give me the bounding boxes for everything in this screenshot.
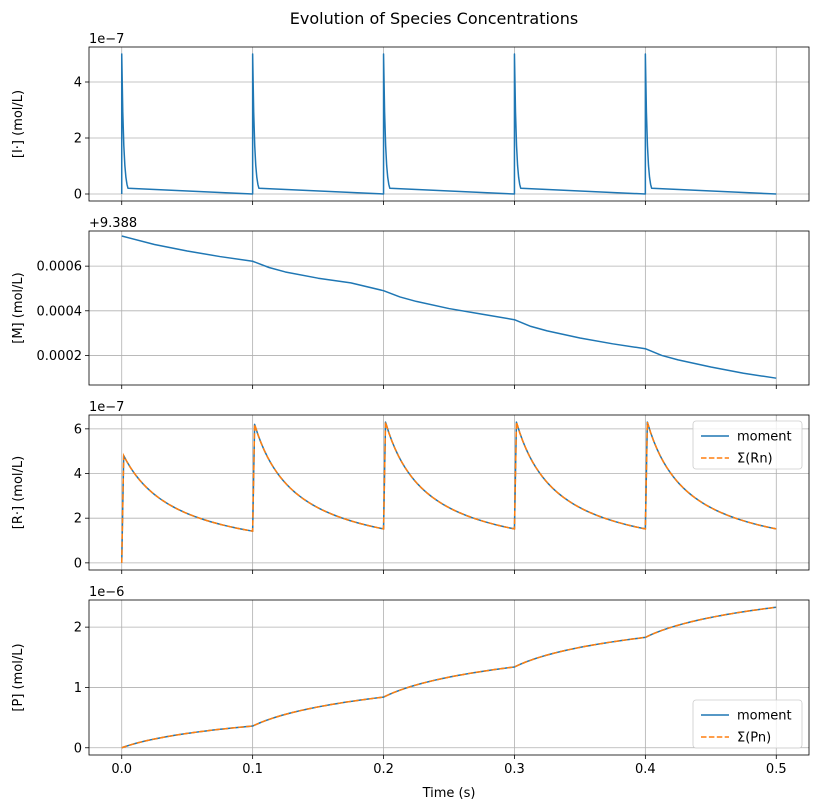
y-axis-label: [M] (mol/L) [11,272,26,344]
figure-title: Evolution of Species Concentrations [290,9,578,28]
axes-frame [88,599,810,756]
legend: moment Σ(Rn) [692,420,803,470]
y-tick-label: 2 [74,132,82,147]
legend-entry-label: Σ(Rn) [737,452,773,467]
y-tick-label: 0 [74,556,82,571]
axis-offset-label: 1e−6 [89,585,124,600]
x-tick-label: 0.5 [766,762,787,777]
legend-entry-label: moment [737,709,792,724]
axes-frame [88,230,810,386]
series-line-sum-dashed [120,421,777,563]
x-tick-label: 0.1 [242,762,263,777]
x-tick-label: 0.3 [504,762,525,777]
y-tick-label: 4 [74,76,82,91]
y-tick-label: 4 [74,467,82,482]
series-line-moment [120,421,777,563]
y-tick-label: 0 [74,741,82,756]
y-tick-label: 2 [74,512,82,527]
legend-box [692,420,803,470]
series-line-i [120,53,777,195]
axes-frame [88,46,810,202]
y-axis-label: [I·] (mol/L) [11,90,26,158]
y-axis-label: [P] (mol/L) [11,643,26,711]
legend-entry-label: moment [737,430,792,445]
y-tick-label: 6 [74,422,82,437]
x-axis-label: Time (s) [422,786,476,801]
subplot-4: 0.0 0.1 0.2 0.3 0.4 0.5 0 1 2 1e−6 [P] (mol/L) Time… [11,585,810,801]
series-line-m [121,235,777,379]
y-tick-label: 0.0006 [37,260,83,275]
x-tick-label: 0.0 [111,762,132,777]
legend-entry-label: Σ(Pn) [737,731,771,746]
subplot-1: 0 2 4 1e−7 [I·] (mol/L) [11,32,810,205]
axis-offset-label: 1e−7 [89,400,124,415]
x-tick-label: 0.2 [373,762,394,777]
y-tick-label: 0 [74,188,82,203]
y-tick-label: 2 [74,621,82,636]
subplot-3: 0 2 4 6 1e−7 [R·] (mol/L) moment Σ(Rn) [11,400,810,574]
axis-offset-label: +9.388 [89,216,137,231]
subplot-2: 0.0002 0.0004 0.0006 +9.388 [M] (mol/L) [11,216,810,389]
y-axis-label: [R·] (mol/L) [11,456,26,529]
series-line-sum-dashed [121,606,777,749]
legend: moment Σ(Pn) [692,699,803,749]
axis-offset-label: 1e−7 [89,32,124,47]
y-tick-label: 1 [74,681,82,696]
y-tick-label: 0.0004 [37,304,83,319]
y-tick-label: 0.0002 [37,349,83,364]
x-tick-label: 0.4 [635,762,656,777]
legend-box [692,699,803,749]
axes-frame [88,414,810,571]
